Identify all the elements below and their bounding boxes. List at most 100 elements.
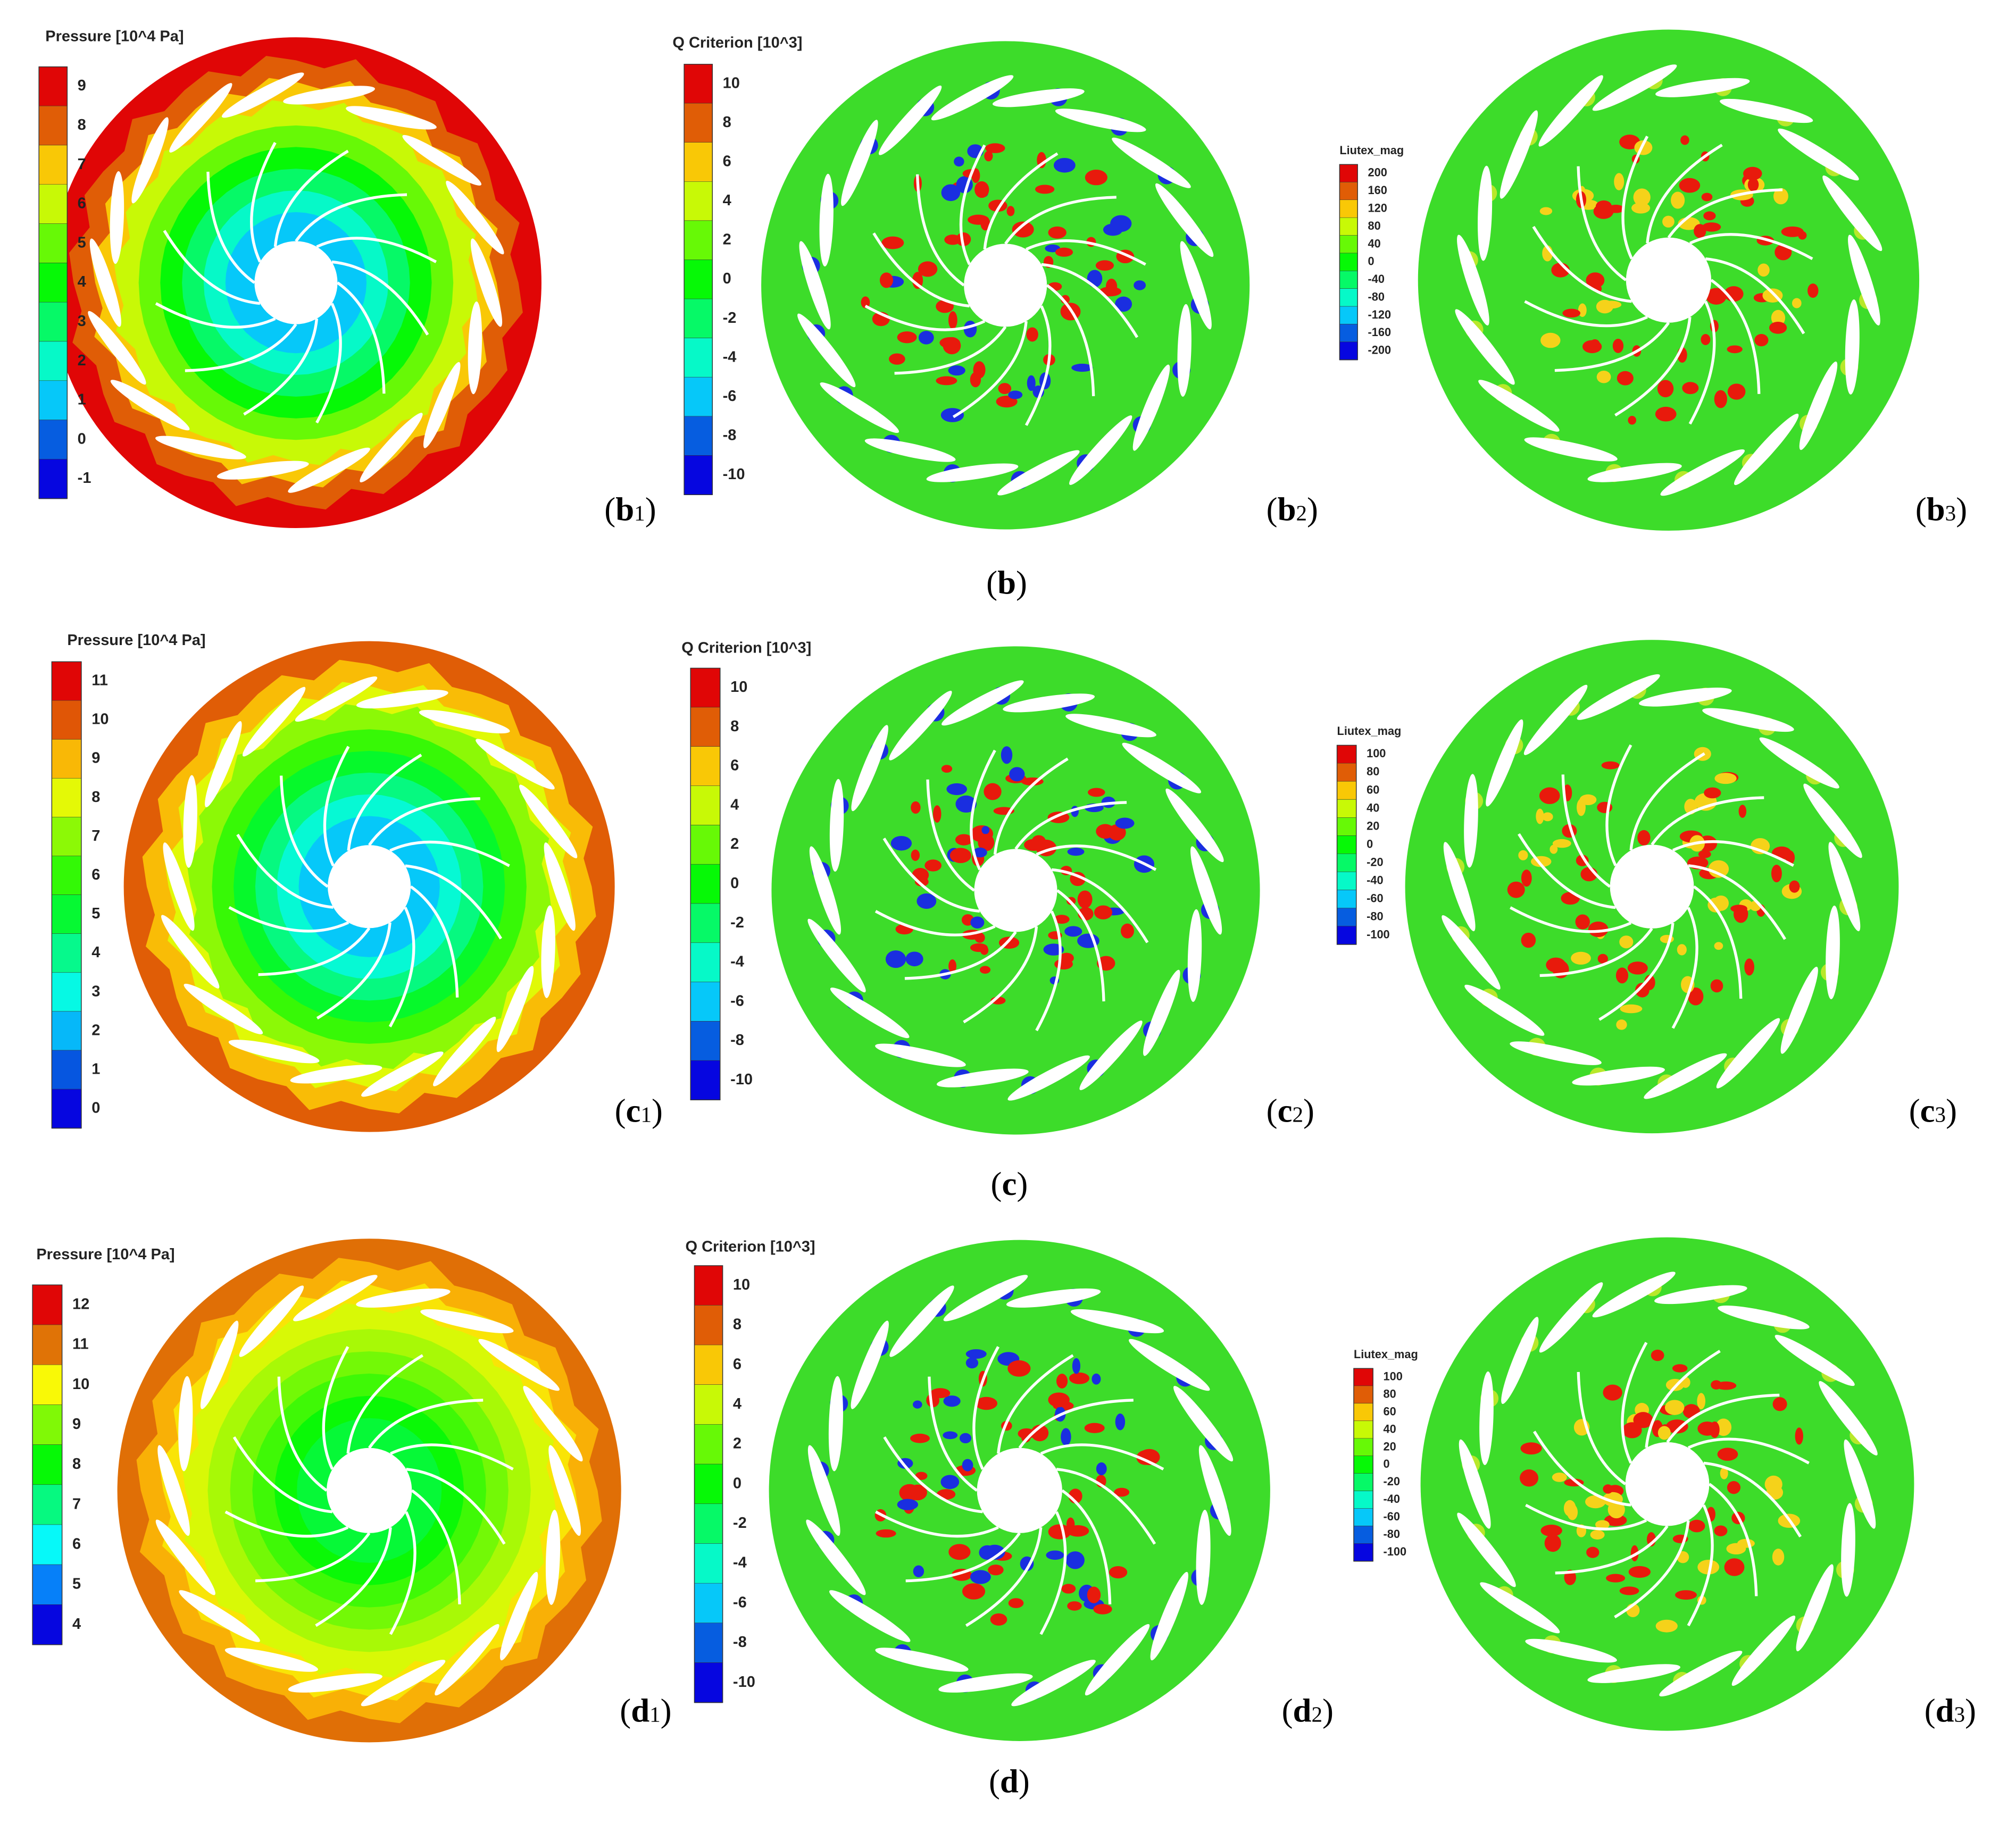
row-caption: (b) (986, 564, 1027, 601)
guide-vane (433, 1016, 496, 1086)
vortex-spot (1096, 824, 1115, 839)
guide-vane (1196, 1510, 1211, 1605)
vortex-spot (1606, 1574, 1626, 1583)
impeller-blade (1689, 233, 1813, 260)
colorbar-title: Q Criterion [10^3] (686, 1238, 815, 1255)
colorbar-tick-label: 12 (72, 1295, 89, 1312)
contour-plot (771, 646, 1260, 1135)
guide-vane (346, 106, 437, 130)
vortex-spot (918, 331, 934, 345)
impeller-blade (1672, 840, 1794, 867)
vortex-spot (940, 1475, 960, 1489)
colorbar-tick-label: -10 (730, 1071, 753, 1088)
impeller-blade (368, 1399, 484, 1449)
label-letter: b (1278, 491, 1296, 528)
caption-paren: ) (1019, 1763, 1030, 1800)
impeller-blade (1605, 744, 1632, 866)
guide-vane (110, 380, 190, 431)
vortex-spot (1064, 926, 1082, 937)
impeller-blade (315, 1527, 392, 1627)
impeller-blade (232, 1436, 333, 1513)
colorbar-tick-label: 20 (1367, 819, 1379, 832)
impeller-blade (1688, 300, 1716, 425)
vortex-spot (1619, 1586, 1639, 1595)
guide-vane (169, 83, 232, 153)
vortex-spot (1120, 923, 1134, 939)
guide-vane (1443, 842, 1476, 932)
vortex-spot (1727, 345, 1743, 354)
vortex-spot (1757, 263, 1770, 277)
impeller-blade (347, 754, 422, 851)
vortex-spot (1617, 371, 1634, 386)
guide-vane (1112, 137, 1191, 188)
colorbar-tick-label: 2 (733, 1435, 742, 1452)
colorbar-title: Liutex_mag (1339, 144, 1404, 157)
guide-vane (468, 301, 482, 395)
vortex-spot (1727, 383, 1746, 400)
impeller-blade (1671, 907, 1698, 1029)
colorbar-tick-label: 4 (733, 1395, 742, 1412)
impeller-blade (993, 757, 1069, 855)
guide-vane (1155, 183, 1214, 257)
label-letter: b (1927, 491, 1945, 528)
colorbar-tick-label: 40 (1368, 237, 1381, 250)
impeller-blade (273, 149, 349, 247)
colorbar-tick-label: -20 (1384, 1475, 1400, 1488)
colorbar-swatch (694, 1424, 723, 1465)
colorbar-tick-label: -10 (733, 1674, 755, 1691)
vortex-spot (970, 1570, 991, 1584)
colorbar-tick-label: -80 (1384, 1527, 1400, 1541)
guide-vane (419, 710, 510, 734)
vortex-spot (933, 805, 942, 823)
label-letter: c (626, 1092, 641, 1129)
guide-vane (283, 86, 375, 105)
colorbar-swatch (690, 982, 720, 1022)
colorbar-tick-label: -6 (730, 992, 744, 1009)
guide-vane (184, 983, 263, 1034)
vortex-spot (1714, 942, 1723, 950)
vortex-spot (1575, 914, 1590, 930)
vortex-spot (1067, 1601, 1082, 1611)
impeller-blade (928, 1376, 978, 1492)
colorbar-tick-label: 80 (1367, 765, 1379, 778)
impeller-blade (250, 141, 277, 263)
caption-paren: ) (1016, 564, 1027, 601)
guide-vane (1150, 1571, 1188, 1661)
impeller-blade (1518, 833, 1616, 909)
impeller-blade (1598, 923, 1675, 1021)
vortex-spot (881, 236, 904, 249)
label-paren: ( (1267, 491, 1278, 528)
guide-vane (205, 721, 242, 808)
impeller-blade (1026, 239, 1146, 266)
colorbar-title: Q Criterion [10^3] (672, 34, 802, 51)
guide-vane (1180, 241, 1212, 330)
vortex-spot (1672, 1364, 1688, 1373)
vortex-spot (1727, 1481, 1741, 1494)
impeller-blade (1525, 1503, 1647, 1530)
colorbar-tick-label: 9 (91, 750, 100, 767)
contour-plot (117, 1239, 621, 1743)
impeller-blade (872, 232, 970, 308)
guide-vane (841, 120, 878, 206)
vortex-spot (1631, 202, 1651, 214)
colorbar-tick-label: 100 (1384, 1369, 1403, 1383)
colorbar-swatch (39, 341, 68, 381)
vortex-spot (915, 1471, 928, 1480)
colorbar-frame (38, 66, 68, 499)
contour-plot (50, 37, 542, 529)
vortex-spot (1657, 380, 1674, 398)
guide-vane (1510, 1041, 1602, 1065)
vortex-spot (956, 232, 971, 246)
guide-vane (1716, 1018, 1780, 1089)
disc-outline (123, 641, 615, 1132)
vortex-spot (965, 1349, 987, 1359)
guide-vane (807, 1445, 840, 1536)
vortex-spot (955, 795, 977, 813)
vortex-spot (1604, 1514, 1627, 1526)
vortex-spot (1096, 1462, 1107, 1476)
label-paren: ( (1915, 491, 1927, 528)
vortex-spot (1067, 848, 1085, 856)
vortex-spot (1095, 260, 1114, 271)
impeller-blade (1051, 868, 1149, 943)
colorbar-swatch (1353, 1368, 1373, 1386)
